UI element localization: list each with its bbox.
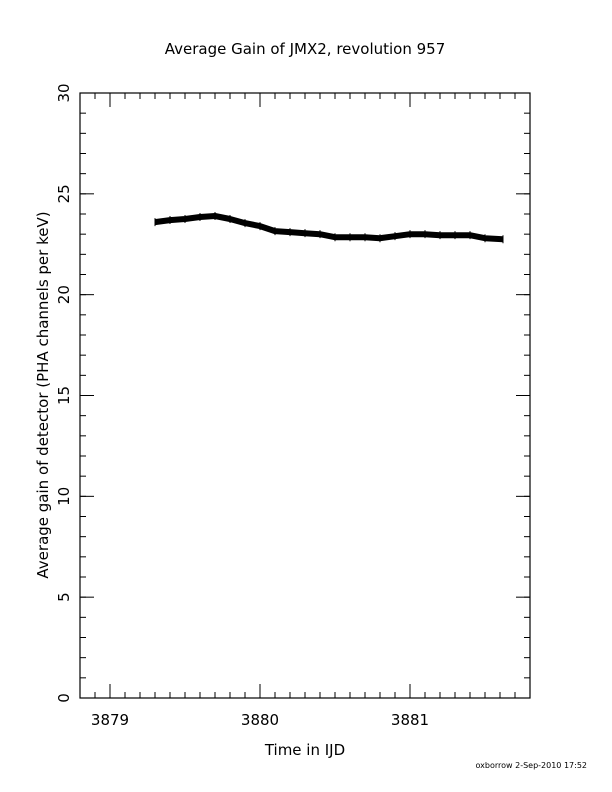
plot-frame <box>79 92 531 699</box>
y-tick-label: 20 <box>55 285 73 304</box>
x-tick-labels: 3879 3880 3881 <box>91 711 429 729</box>
y-tick-label: 0 <box>55 693 73 703</box>
y-tick-label: 5 <box>55 592 73 602</box>
x-tick-label: 3881 <box>391 711 429 729</box>
gain-series-line <box>154 213 504 243</box>
y-tick-label: 15 <box>55 386 73 405</box>
chart-title: Average Gain of JMX2, revolution 957 <box>165 40 446 58</box>
y-tick-label: 30 <box>55 83 73 102</box>
y-tick-labels: 0 5 10 15 20 25 30 <box>55 83 73 702</box>
series-layer <box>154 212 504 244</box>
y-tick-label: 10 <box>55 487 73 506</box>
x-tick-label: 3879 <box>91 711 129 729</box>
y-axis-label: Average gain of detector (PHA channels p… <box>34 211 52 578</box>
axis-ticks <box>79 92 531 699</box>
y-tick-label: 25 <box>55 184 73 203</box>
footer-stamp: oxborrow 2-Sep-2010 17:52 <box>476 761 588 770</box>
x-axis-label: Time in IJD <box>264 741 345 759</box>
x-tick-label: 3880 <box>241 711 279 729</box>
